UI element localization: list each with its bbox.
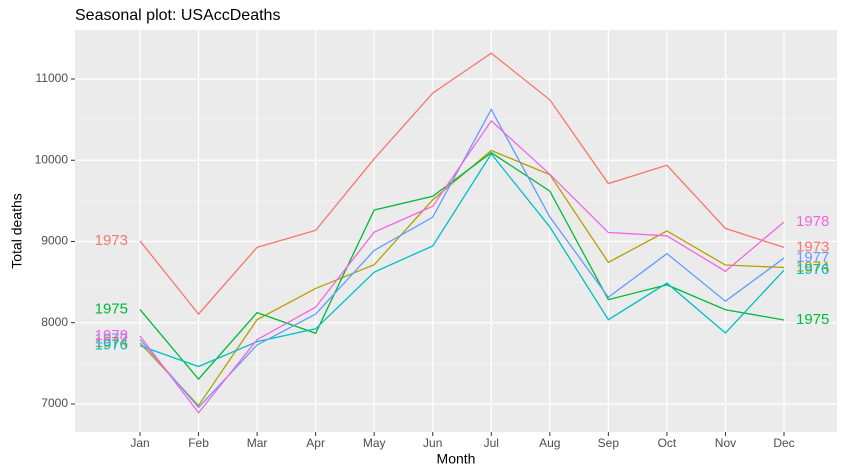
y-tick-label: 11000 xyxy=(36,71,69,85)
x-tick-label: Aug xyxy=(539,436,560,450)
series-label-start: 1977 xyxy=(95,331,128,348)
series-label-start: 1978 xyxy=(95,327,128,344)
series-label-end: 1974 xyxy=(796,258,829,275)
series-line xyxy=(139,52,785,316)
x-tick-label: Dec xyxy=(773,436,794,450)
chart-title: Seasonal plot: USAccDeaths xyxy=(75,7,280,24)
series-label-end: 1976 xyxy=(796,261,829,278)
series-label-start: 1975 xyxy=(95,301,128,318)
panel xyxy=(75,30,837,432)
series-label-start: 1973 xyxy=(95,232,128,249)
series-label-end: 1975 xyxy=(796,311,829,328)
x-tick-label: May xyxy=(363,436,386,450)
x-tick-label: Mar xyxy=(247,436,268,450)
y-axis-label: Total deaths xyxy=(9,193,25,269)
x-axis-label: Month xyxy=(437,451,476,467)
series-line xyxy=(139,152,785,368)
y-tick-label: 7000 xyxy=(41,396,68,410)
y-tick-label: 9000 xyxy=(41,234,68,248)
x-tick-label: Sep xyxy=(598,436,620,450)
x-tick-label: Jan xyxy=(130,436,149,450)
x-tick-label: Jul xyxy=(484,436,499,450)
series-label-end: 1977 xyxy=(796,249,829,266)
x-tick-label: Nov xyxy=(715,436,736,450)
series-line xyxy=(139,119,785,414)
series-label-end: 1973 xyxy=(796,238,829,255)
x-tick-label: Apr xyxy=(306,436,325,450)
x-tick-label: Oct xyxy=(658,436,677,450)
series-line xyxy=(139,151,785,381)
x-tick-label: Jun xyxy=(423,436,442,450)
series-label-start: 1974 xyxy=(95,334,128,351)
series-label-end: 1978 xyxy=(796,213,829,230)
x-tick-label: Feb xyxy=(188,436,209,450)
y-tick-label: 8000 xyxy=(41,315,68,329)
series-label-start: 1976 xyxy=(95,337,128,354)
y-tick-label: 10000 xyxy=(35,152,69,166)
